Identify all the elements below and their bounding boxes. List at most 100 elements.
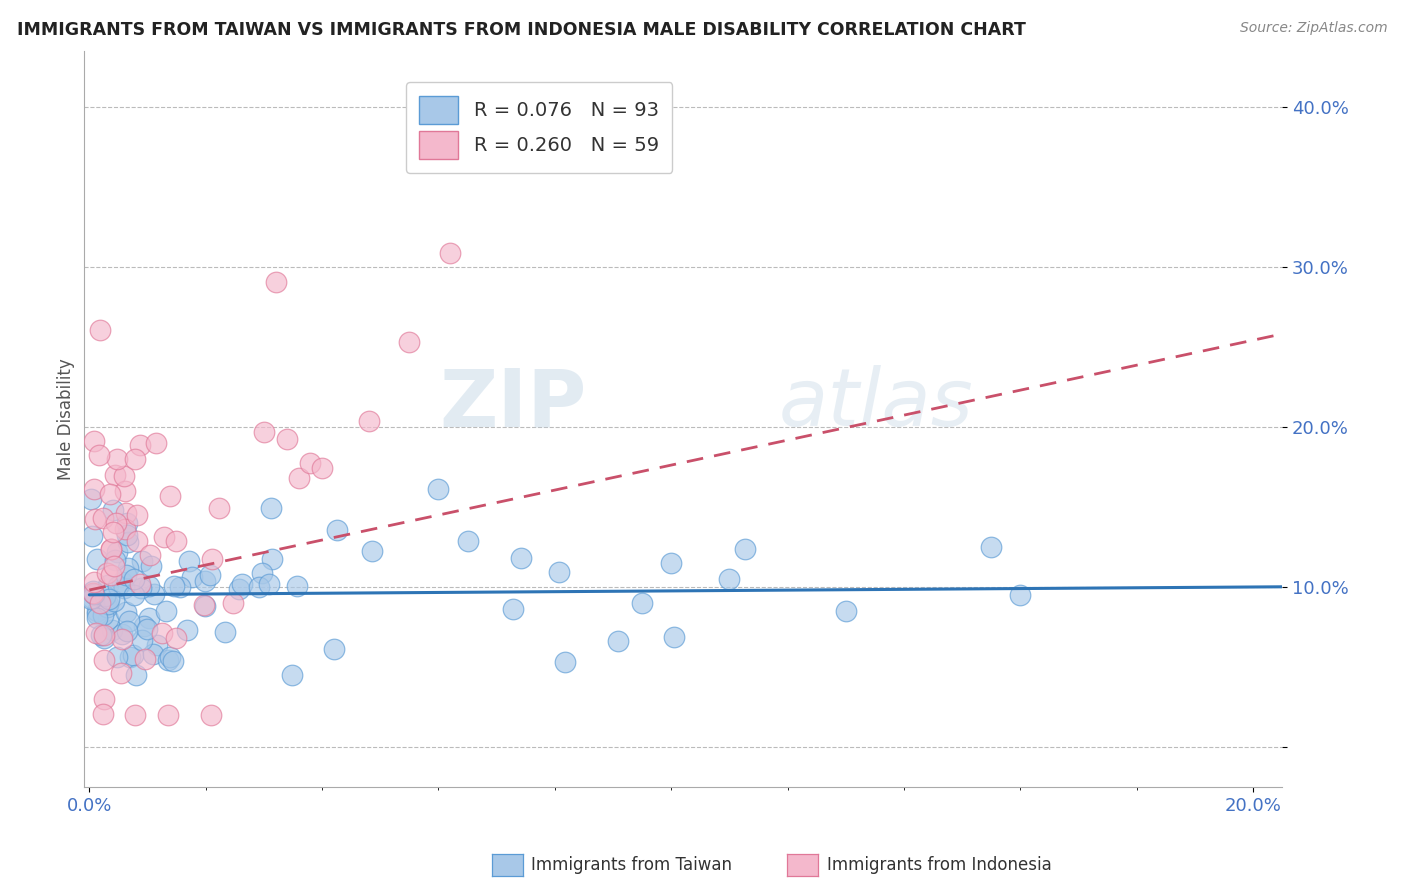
Point (115, 516, 138, 530)
Point (145, 638, 167, 652)
Point (231, 576, 253, 591)
Point (134, 652, 156, 666)
Point (325, 523, 347, 537)
Text: atlas: atlas (779, 365, 973, 443)
Point (181, 570, 204, 584)
Point (94, 589, 117, 603)
Point (138, 611, 160, 625)
Point (208, 500, 231, 515)
Point (221, 596, 243, 610)
Point (631, 596, 654, 610)
Point (162, 654, 184, 668)
Point (980, 540, 1002, 554)
Point (129, 438, 152, 452)
Point (156, 707, 179, 722)
Point (84, 512, 107, 526)
Point (253, 425, 276, 440)
Point (83, 575, 105, 590)
Point (163, 578, 186, 592)
Point (247, 580, 270, 594)
Point (145, 435, 167, 450)
Point (165, 534, 187, 549)
Point (547, 565, 569, 579)
Point (201, 552, 224, 566)
Point (93, 631, 115, 645)
Point (104, 468, 127, 483)
Point (86, 607, 108, 621)
Point (93, 691, 115, 706)
Point (115, 528, 138, 542)
Point (252, 566, 274, 580)
Point (125, 667, 148, 681)
Point (86, 604, 108, 618)
Point (82, 591, 104, 605)
Point (141, 559, 163, 574)
Point (194, 599, 217, 613)
Point (153, 530, 176, 544)
Point (86, 611, 108, 625)
Point (96, 600, 118, 615)
Point (80, 529, 103, 543)
Point (169, 580, 191, 594)
Point (110, 574, 132, 589)
Point (114, 483, 136, 498)
Point (138, 579, 160, 593)
Point (357, 414, 380, 428)
Point (89, 596, 111, 610)
Point (103, 525, 125, 540)
Point (111, 632, 134, 646)
Point (264, 275, 287, 289)
Point (659, 556, 682, 570)
Point (100, 568, 122, 582)
Point (114, 506, 136, 520)
Point (105, 545, 128, 559)
Point (105, 650, 128, 665)
Point (112, 468, 135, 483)
Point (89, 323, 111, 337)
Point (143, 587, 166, 601)
Point (89, 448, 111, 462)
Point (125, 508, 148, 522)
Point (159, 489, 181, 503)
Point (114, 522, 136, 536)
Point (80, 592, 103, 607)
Point (89, 628, 111, 642)
Point (100, 542, 122, 557)
Point (118, 614, 141, 628)
Point (193, 598, 215, 612)
Point (299, 456, 322, 470)
Point (107, 579, 129, 593)
Point (115, 567, 138, 582)
Point (117, 624, 139, 638)
Point (129, 576, 152, 591)
Point (115, 605, 138, 619)
Point (83, 434, 105, 449)
Point (103, 558, 125, 573)
Point (96, 566, 118, 581)
Point (104, 516, 127, 531)
Point (112, 581, 135, 595)
Point (142, 647, 165, 661)
Point (156, 653, 179, 667)
Point (117, 534, 139, 549)
Point (281, 668, 304, 682)
Point (105, 452, 128, 467)
Point (194, 574, 217, 589)
Point (124, 707, 146, 722)
Point (276, 432, 298, 446)
Point (86, 552, 108, 566)
Point (103, 594, 125, 608)
Point (457, 533, 479, 548)
Point (718, 572, 741, 586)
Point (228, 582, 250, 596)
Point (101, 624, 124, 638)
Point (122, 648, 145, 662)
Point (132, 619, 155, 633)
Point (159, 650, 181, 665)
Point (83, 587, 105, 601)
Point (97, 598, 120, 612)
Text: ZIP: ZIP (440, 365, 586, 443)
Text: Immigrants from Indonesia: Immigrants from Indonesia (827, 855, 1052, 874)
Point (135, 623, 157, 637)
Point (285, 579, 308, 593)
